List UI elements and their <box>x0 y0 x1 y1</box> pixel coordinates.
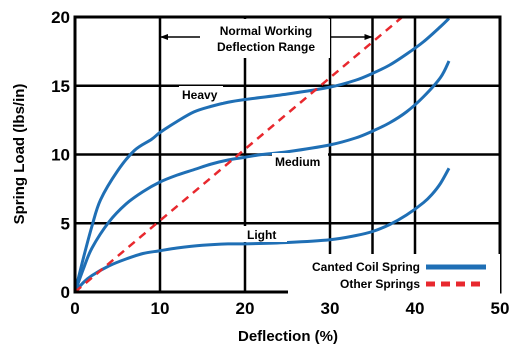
heavy-label: Heavy <box>182 88 218 102</box>
series-line-heavy <box>73 17 451 293</box>
range-label-background <box>200 19 330 58</box>
y-tick-label-20: 20 <box>51 8 70 27</box>
range-label-line1: Normal Working <box>220 24 312 38</box>
x-tick-label-50: 50 <box>491 299 510 318</box>
axes <box>73 15 502 294</box>
working-range-annotation: Normal Working Deflection Range <box>160 19 373 58</box>
y-axis-title: Spring Load (lbs/in) <box>11 84 28 225</box>
heavy-label-background <box>179 86 223 102</box>
legend-background <box>288 254 500 294</box>
light-label: Light <box>247 228 276 242</box>
y-tick-label-5: 5 <box>61 214 70 233</box>
x-axis-title: Deflection (%) <box>238 328 338 345</box>
x-tick-label-20: 20 <box>236 299 255 318</box>
series-line-other-springs <box>74 16 404 293</box>
x-tick-label-10: 10 <box>151 299 170 318</box>
medium-label: Medium <box>275 155 320 169</box>
x-tick-label-40: 40 <box>406 299 425 318</box>
series-line-light <box>73 167 451 293</box>
y-tick-label-0: 0 <box>61 283 70 302</box>
x-tick-label-0: 0 <box>70 299 79 318</box>
range-arrowhead-left <box>160 34 168 40</box>
x-tick-label-30: 30 <box>321 299 340 318</box>
range-label-line2: Deflection Range <box>217 40 315 54</box>
plot-frame <box>73 15 502 294</box>
range-arrowhead-right <box>364 34 373 40</box>
light-label-background <box>243 226 287 242</box>
legend: Canted Coil Spring Other Springs <box>288 254 500 294</box>
legend-label-canted-coil: Canted Coil Spring <box>312 260 420 274</box>
series-line-medium <box>73 60 451 293</box>
legend-label-other-springs: Other Springs <box>340 277 420 291</box>
y-tick-label-15: 15 <box>51 77 70 96</box>
medium-label-background <box>272 153 328 169</box>
tick-labels: 0 10 20 30 40 50 0 5 10 15 20 <box>51 8 509 318</box>
series-lines <box>73 16 451 293</box>
y-tick-label-10: 10 <box>51 146 70 165</box>
